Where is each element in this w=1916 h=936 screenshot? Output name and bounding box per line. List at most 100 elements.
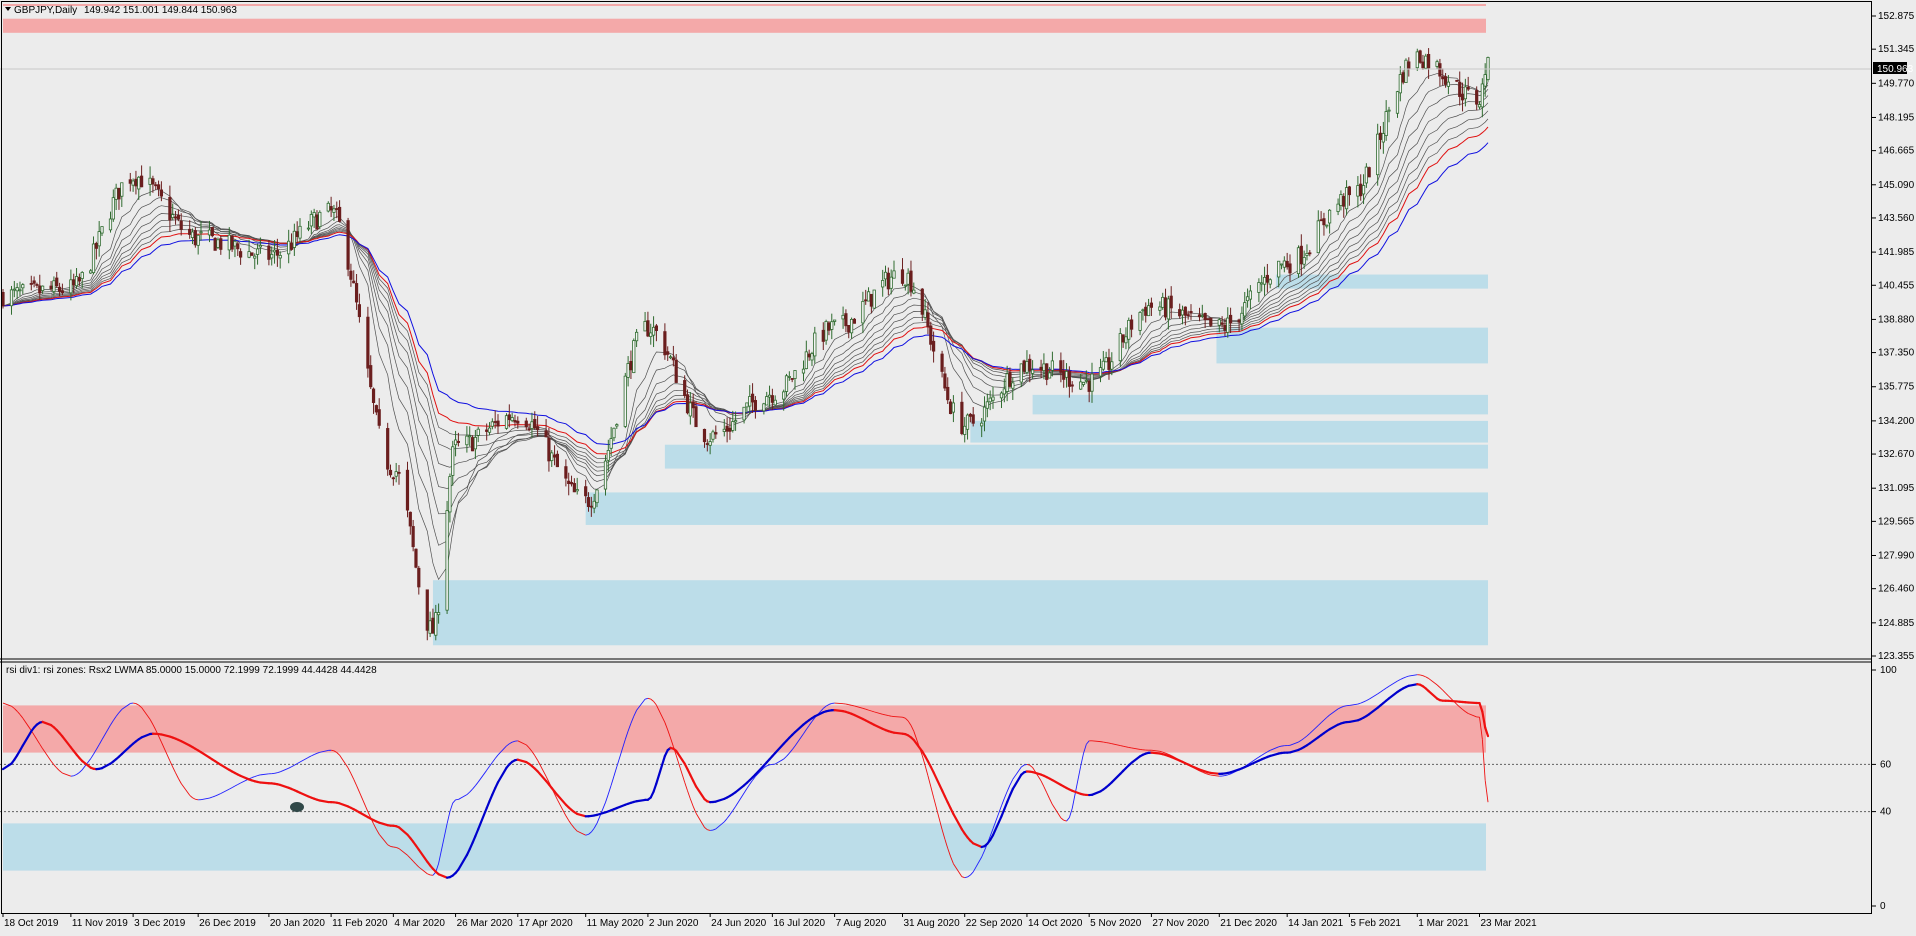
candle[interactable]: [1425, 54, 1427, 70]
candle[interactable]: [211, 227, 213, 237]
bear-candle-body: [556, 454, 558, 466]
price-tick-label: 146.665: [1878, 146, 1915, 157]
bear-candle-body: [1459, 82, 1461, 96]
bear-candle-body: [754, 400, 756, 410]
candle[interactable]: [415, 548, 417, 568]
bear-candle-body: [947, 387, 949, 399]
bear-candle-body: [944, 374, 946, 388]
symbol-header[interactable]: GBPJPY,Daily 149.942 151.001 149.844 150…: [5, 5, 237, 16]
bear-candle-body: [1029, 359, 1031, 370]
candle[interactable]: [386, 423, 388, 476]
bull-candle-body: [121, 183, 123, 196]
bear-candle-body: [409, 512, 411, 526]
bull-candle-body: [395, 472, 397, 477]
candle[interactable]: [1210, 318, 1212, 327]
bear-candle-body: [545, 431, 547, 437]
bear-candle-body: [848, 325, 850, 332]
rsi-fast-segment: [886, 715, 889, 716]
bear-candle-body: [1071, 385, 1073, 386]
candle[interactable]: [1368, 167, 1370, 177]
candle[interactable]: [347, 218, 349, 276]
bear-candle-body: [901, 270, 903, 284]
rsi-fast-segment: [1129, 747, 1132, 748]
bear-candle-body: [726, 426, 728, 431]
candle[interactable]: [633, 338, 635, 373]
demand-zone: [433, 580, 1488, 645]
candle[interactable]: [1405, 58, 1407, 83]
bear-candle-body: [426, 590, 428, 630]
bull-candle-body: [333, 209, 335, 213]
candle[interactable]: [214, 237, 216, 250]
bear-candle-body: [194, 231, 196, 245]
bull-candle-body: [112, 198, 114, 219]
candle[interactable]: [505, 413, 507, 430]
symbol-label: GBPJPY,Daily: [14, 5, 77, 16]
bull-candle-body: [644, 321, 646, 331]
bear-candle-body: [276, 250, 278, 255]
bear-candle-body: [1456, 80, 1458, 81]
bear-candle-body: [157, 185, 159, 189]
candle[interactable]: [251, 253, 253, 256]
bull-candle-body: [624, 376, 626, 426]
candle[interactable]: [471, 435, 473, 451]
bear-candle-body: [1309, 253, 1311, 254]
bull-candle-body: [469, 436, 471, 437]
bull-candle-body: [652, 327, 654, 335]
bear-candle-body: [1408, 62, 1410, 69]
bear-candle-body: [398, 472, 400, 473]
bear-candle-body: [949, 402, 951, 414]
bear-candle-body: [630, 361, 632, 369]
candle[interactable]: [1419, 50, 1421, 64]
rsi-fast-segment: [275, 773, 278, 774]
candle[interactable]: [1416, 49, 1418, 71]
rsi-slow-segment: [835, 710, 843, 711]
candle[interactable]: [1297, 245, 1299, 278]
bull-candle-body: [607, 450, 609, 460]
bear-candle-body: [1187, 315, 1189, 316]
bear-candle-body: [135, 179, 137, 186]
price-tick-label: 127.990: [1878, 551, 1915, 562]
bull-candle-body: [132, 181, 134, 185]
date-tick-label: 11 Feb 2020: [332, 918, 388, 929]
candle[interactable]: [231, 235, 233, 252]
bear-candle-body: [961, 402, 963, 433]
bull-candle-body: [1201, 315, 1203, 316]
bear-candle-body: [667, 352, 669, 355]
bear-candle-body: [1060, 361, 1062, 373]
bull-candle-body: [825, 321, 827, 340]
bear-candle-body: [1221, 323, 1223, 325]
bear-candle-body: [1207, 319, 1209, 320]
bear-candle-body: [140, 176, 142, 187]
candle[interactable]: [1207, 318, 1209, 320]
bull-candle-body: [307, 228, 309, 229]
bear-candle-body: [791, 378, 793, 379]
candle[interactable]: [367, 307, 369, 378]
bull-candle-body: [327, 203, 329, 211]
candle[interactable]: [446, 501, 448, 614]
bear-candle-body: [1266, 275, 1268, 282]
bear-candle-body: [378, 410, 380, 426]
candle[interactable]: [1119, 328, 1121, 367]
candle[interactable]: [1456, 80, 1458, 82]
bear-candle-body: [548, 438, 550, 461]
bull-candle-body: [709, 442, 711, 446]
candle[interactable]: [873, 290, 875, 309]
candle[interactable]: [853, 318, 855, 324]
candle[interactable]: [406, 462, 408, 518]
date-tick-label: 3 Dec 2019: [134, 918, 186, 929]
candle[interactable]: [194, 227, 196, 248]
bull-candle-body: [785, 376, 787, 392]
candle[interactable]: [624, 373, 626, 428]
candle[interactable]: [319, 210, 321, 229]
bull-candle-body: [596, 490, 598, 503]
bear-candle-body: [845, 314, 847, 326]
candle[interactable]: [1402, 70, 1404, 84]
bull-candle-body: [474, 437, 476, 448]
date-tick-label: 16 Jul 2020: [773, 918, 825, 929]
bull-candle-body: [833, 320, 835, 321]
bull-candle-body: [1326, 225, 1328, 226]
bull-candle-body: [92, 244, 94, 273]
bull-candle-body: [1365, 167, 1367, 183]
